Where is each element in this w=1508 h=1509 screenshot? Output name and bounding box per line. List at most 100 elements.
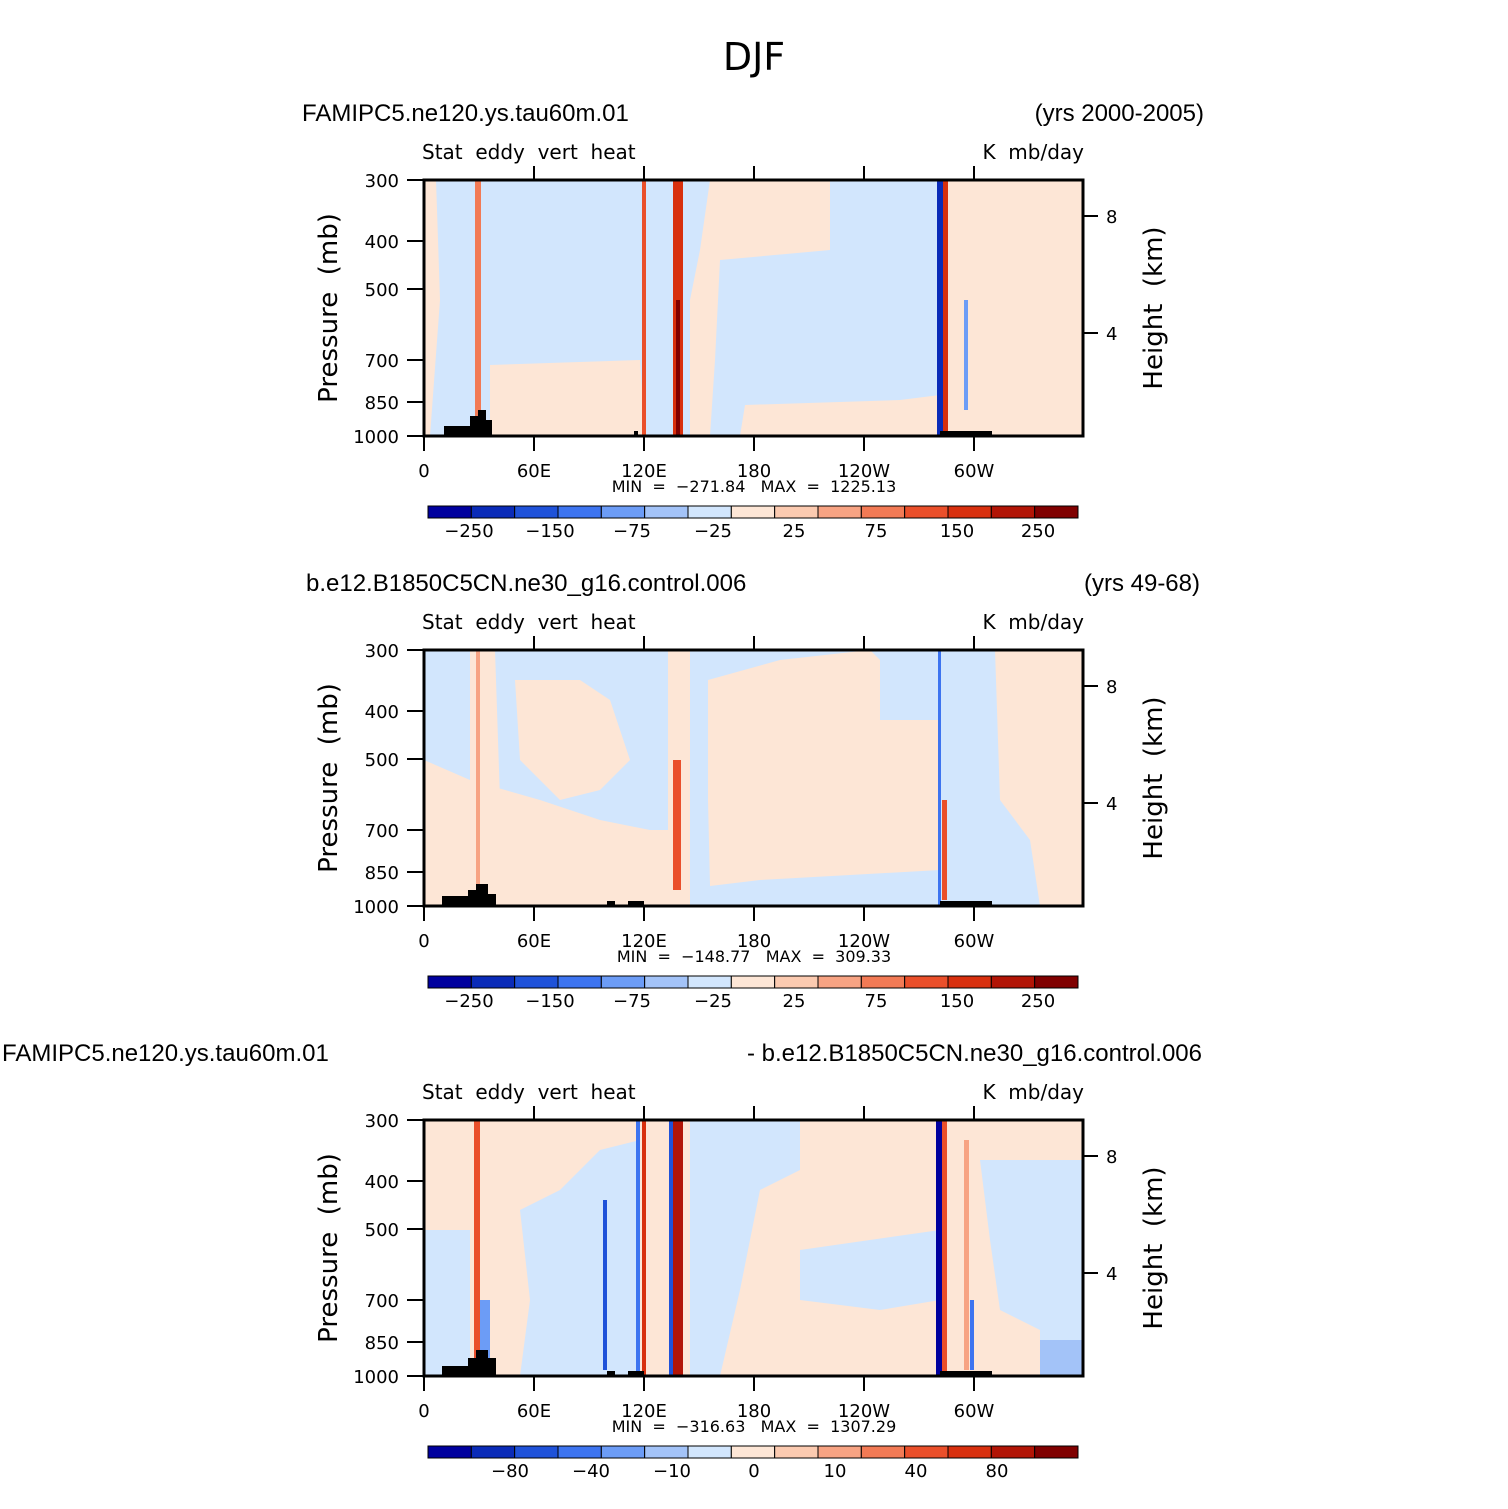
panel-1-cbar-box-9 — [774, 505, 819, 519]
panel-2-cbar-label-8: 250 — [1021, 991, 1055, 1012]
panel-1-cbar-label-4: −25 — [694, 521, 732, 542]
panel-2-band-29 — [476, 650, 480, 906]
panel-3-cbar-box-9 — [774, 1445, 819, 1459]
panel-1-topography-japan — [634, 431, 638, 436]
panel-2-cbar-box-5 — [600, 975, 646, 989]
panel-1-variable: Stat eddy vert heat — [422, 140, 636, 164]
panel-3-cbar-box-7 — [687, 1445, 732, 1459]
panel-3-cbar-box-14 — [990, 1445, 1036, 1459]
panel-1-cbar-label-1: −250 — [444, 521, 493, 542]
panel-1-ytick-label-400: 400 — [365, 232, 399, 253]
panel-3-y-axis-right: 8 4 Height (km) — [1083, 1147, 1169, 1330]
panel-3-negative-region-west — [424, 1230, 470, 1376]
panel-3-band-300 — [970, 1300, 974, 1370]
panel-1-cbar-box-15 — [1034, 505, 1079, 519]
panel-2-variable: Stat eddy vert heat — [422, 610, 636, 634]
panel-2-x-axis: 0 60E 120E 180 120W 60W — [418, 636, 995, 952]
panel-1-y-axis: 300 400 500 700 850 1000 Pressure (mb) — [314, 171, 424, 448]
panel-2-xtick-label-0: 0 — [418, 931, 429, 952]
panel-3-cbar-box-3 — [514, 1445, 559, 1459]
panel-2-cbar-box-15 — [1034, 975, 1079, 989]
panel-3-case-right: - b.e12.B1850C5CN.ne30_g16.control.006 — [747, 1040, 1202, 1067]
panel-2-positive-region-india — [515, 680, 630, 800]
panel-1-cbar-box-4 — [557, 505, 602, 519]
panel-2-ytick-label-400: 400 — [365, 702, 399, 723]
panel-1-cbar-box-7 — [687, 505, 732, 519]
panel-2-cbar-box-6 — [644, 975, 689, 989]
panel-3-band-298 — [964, 1140, 969, 1370]
panel-1-band-29 — [475, 180, 481, 436]
panel-1-cbar-box-10 — [817, 505, 862, 519]
panel-1-ylabel-right: Height (km) — [1139, 226, 1169, 389]
panel-2-colorbar: −250 −150 −75 −25 25 75 150 250 — [427, 975, 1079, 1012]
panel-1-cbar-box-13 — [947, 505, 992, 519]
panel-1-units: K mb/day — [982, 140, 1084, 164]
panel-1-ytick-label-500: 500 — [365, 280, 399, 301]
panel-3-xtick-label-120E: 120E — [621, 1401, 667, 1422]
panel-2-ytick-label-850: 850 — [365, 863, 399, 884]
panel-2-cbar-label-3: −75 — [613, 991, 651, 1012]
panel-1-cbar-label-7: 150 — [940, 521, 974, 542]
panel-3-units: K mb/day — [982, 1080, 1084, 1104]
panel-3-topography-asia — [442, 1350, 496, 1376]
panel-3-band-33 — [480, 1300, 490, 1370]
panel-2-cbar-label-6: 75 — [865, 991, 888, 1012]
panel-2-cbar-label-7: 150 — [940, 991, 974, 1012]
panel-3-band-98 — [603, 1200, 607, 1370]
panel-3: FAMIPC5.ne120.ys.tau60m.01 - b.e12.B1850… — [2, 1040, 1202, 1482]
panel-2-topography-japan — [628, 901, 644, 906]
panel-3-xtick-label-180: 180 — [737, 1401, 771, 1422]
panel-3-band-119 — [642, 1120, 646, 1376]
panel-3-band-134 — [669, 1120, 673, 1376]
panel-2-band-138 — [673, 760, 681, 890]
panel-2-xtick-label-120E: 120E — [621, 931, 667, 952]
panel-1-cbar-box-14 — [990, 505, 1036, 519]
panel-1-topography-andes — [940, 431, 992, 436]
panel-3-xtick-label-60E: 60E — [517, 1401, 551, 1422]
panel-1-xtick-label-120E: 120E — [621, 461, 667, 482]
panel-3-cbar-box-2 — [470, 1445, 516, 1459]
panel-3-cbar-label-3: −10 — [653, 1461, 691, 1482]
panel-3-case-left: FAMIPC5.ne120.ys.tau60m.01 — [2, 1040, 329, 1067]
panel-2-cbar-box-2 — [470, 975, 516, 989]
panel-2-cbar-box-9 — [774, 975, 819, 989]
panel-1-band-119 — [642, 180, 646, 436]
panel-3-rtick-label-8: 8 — [1106, 1147, 1117, 1168]
panel-1: FAMIPC5.ne120.ys.tau60m.01 (yrs 2000-200… — [302, 100, 1204, 542]
panel-3-topography-china — [607, 1371, 615, 1376]
panel-3-cbar-box-8 — [730, 1445, 776, 1459]
panel-1-cbar-box-6 — [644, 505, 689, 519]
panel-2-topography-china — [607, 901, 615, 906]
panel-1-rtick-label-8: 8 — [1106, 207, 1117, 228]
panel-3-band-29 — [474, 1120, 480, 1376]
panel-3-negative-region-pacific — [690, 1120, 800, 1376]
panel-2-cbar-box-13 — [947, 975, 992, 989]
panel-1-plot-area — [422, 178, 1085, 438]
panel-3-cbar-box-1 — [427, 1445, 472, 1459]
panel-1-x-axis: 0 60E 120E 180 120W 60W — [418, 166, 995, 482]
panel-1-positive-region-pacific — [690, 180, 830, 436]
panel-3-cbar-label-1: −80 — [491, 1461, 529, 1482]
panel-2-case-left: b.e12.B1850C5CN.ne30_g16.control.006 — [306, 570, 746, 597]
panel-3-negative-region-atlantic — [980, 1160, 1083, 1376]
panel-1-topography-asia — [444, 410, 492, 436]
panel-1-cbar-box-11 — [860, 505, 906, 519]
panel-2-xtick-label-60W: 60W — [954, 931, 995, 952]
panel-2-units: K mb/day — [982, 610, 1084, 634]
panel-2-xtick-label-180: 180 — [737, 931, 771, 952]
panel-1-xtick-label-60W: 60W — [954, 461, 995, 482]
panel-1-positive-region-lower — [490, 360, 645, 436]
panel-1-cbar-box-2 — [470, 505, 516, 519]
panel-1-cbar-box-5 — [600, 505, 646, 519]
panel-1-ytick-label-850: 850 — [365, 393, 399, 414]
panel-3-cbar-box-12 — [904, 1445, 949, 1459]
panel-3-cbar-label-6: 40 — [905, 1461, 928, 1482]
panel-2-ytick-label-1000: 1000 — [353, 897, 399, 918]
panel-2-plot-area — [422, 648, 1085, 908]
panel-2-topography-asia — [442, 884, 496, 906]
panel-3-rtick-label-4: 4 — [1106, 1264, 1117, 1285]
panel-1-xtick-label-0: 0 — [418, 461, 429, 482]
panel-3-band-281 — [936, 1120, 942, 1376]
panel-2-cbar-box-14 — [990, 975, 1036, 989]
